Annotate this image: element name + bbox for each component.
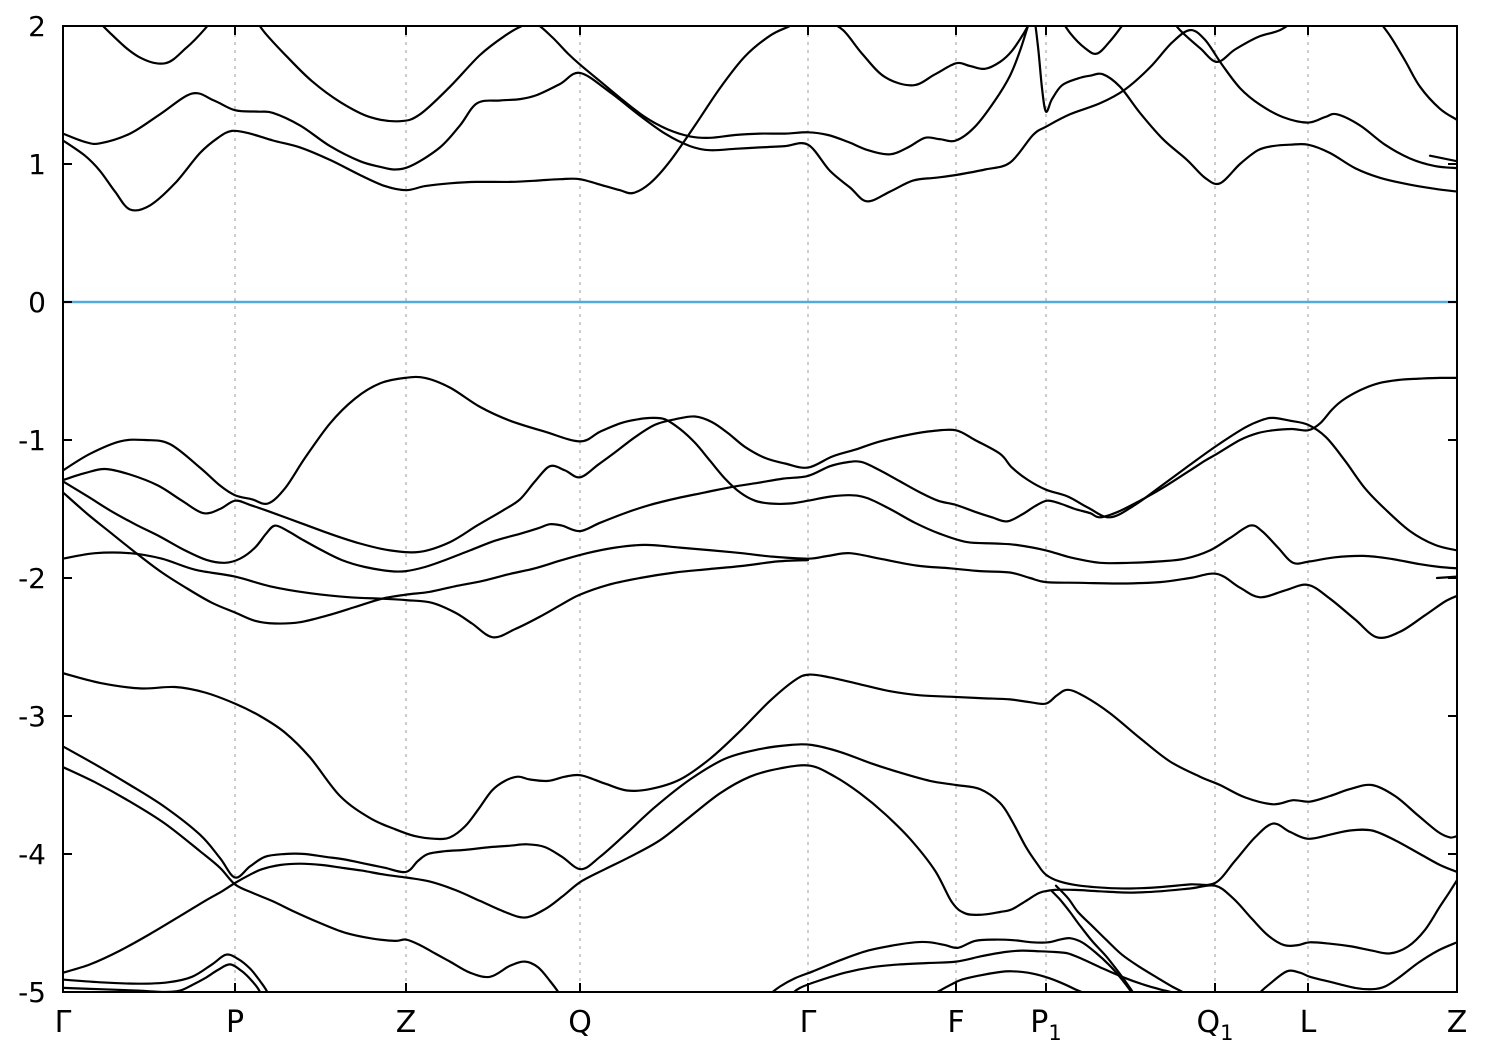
x-axis-label-Z: Z	[1447, 1005, 1468, 1040]
gridlines	[234, 26, 1309, 992]
band-val-5	[63, 551, 810, 639]
band-val-3	[63, 376, 1457, 573]
band-low-d2	[1054, 884, 1185, 992]
y-axis-label: -2	[18, 562, 46, 595]
band-low-3a	[63, 766, 560, 992]
band-val-4	[63, 491, 1457, 639]
band-low-6a	[63, 963, 262, 992]
band-cond-1	[63, 28, 1457, 203]
x-axis-label-Γ: Γ	[800, 1005, 817, 1040]
x-axis-label-F: F	[947, 1005, 964, 1040]
band-low-d1	[1050, 890, 1135, 992]
x-axis-label-Q: Q	[568, 1005, 592, 1040]
y-axis-label: -3	[18, 700, 46, 733]
x-axis-label-Z: Z	[396, 1005, 417, 1040]
y-axis-label: 2	[28, 10, 46, 43]
axis-ticks	[62, 25, 1458, 993]
y-axis-labels: 2 1 0 -1 -2 -3 -4 -5	[18, 10, 46, 1009]
y-axis-label: -1	[18, 424, 46, 457]
band-cond-3	[101, 26, 1457, 193]
x-axis-labels: Γ P Z Q Γ F P1 Q1 L Z	[55, 1005, 1468, 1045]
band-cond-edge-segment	[1428, 154, 1457, 163]
band-low-3b	[770, 937, 1133, 992]
band-low-5b	[792, 949, 1176, 992]
band-low-5a	[63, 953, 269, 992]
band-low-4	[63, 764, 1457, 974]
bands	[63, 26, 1457, 992]
plot-frame	[62, 25, 1458, 993]
band-low-3c	[1258, 941, 1457, 992]
x-axis-label-L: L	[1300, 1005, 1317, 1040]
band-cond-2	[63, 26, 1457, 212]
x-axis-label-Q1: Q1	[1197, 1005, 1234, 1045]
x-axis-label-P: P	[226, 1005, 244, 1040]
band-low-6b	[934, 970, 1085, 992]
band-low-2	[63, 743, 1457, 890]
x-axis-label-P1: P1	[1030, 1005, 1061, 1045]
band-val-edge-segment	[1435, 575, 1457, 580]
band-low-1	[63, 672, 1457, 841]
y-axis-label: 0	[28, 286, 46, 319]
band-val-1	[63, 375, 1457, 570]
y-axis-label: 1	[28, 148, 46, 181]
y-axis-label: -5	[18, 976, 46, 1009]
y-axis-label: -4	[18, 838, 46, 871]
x-axis-label-Γ: Γ	[55, 1005, 72, 1040]
band-val-2	[63, 415, 1457, 554]
